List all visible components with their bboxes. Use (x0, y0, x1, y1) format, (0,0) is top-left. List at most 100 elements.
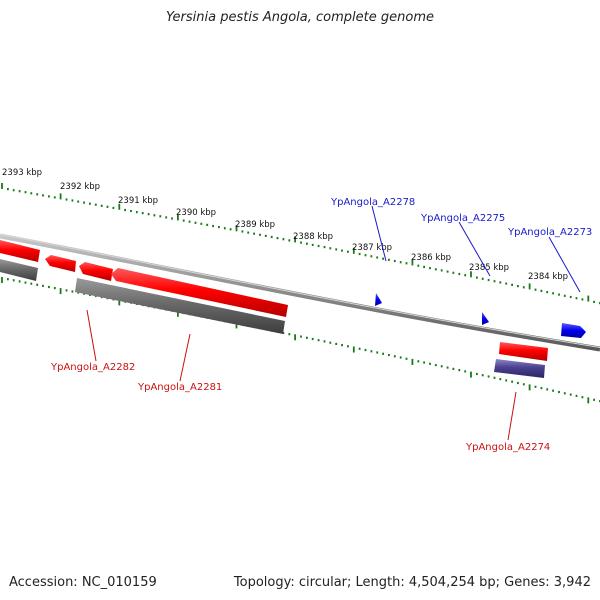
minor-tick (153, 214, 156, 217)
minor-tick (311, 243, 314, 246)
minor-tick (458, 369, 461, 372)
minor-tick (317, 339, 320, 342)
leader-lines (86, 205, 581, 441)
minor-tick (446, 366, 449, 369)
minor-tick (464, 370, 467, 373)
minor-tick (388, 258, 390, 261)
minor-tick (517, 285, 519, 288)
minor-tick (452, 367, 455, 370)
minor-tick (423, 361, 425, 364)
minor-tick (499, 378, 502, 381)
kbp-label: 2389 kbp (235, 220, 275, 230)
minor-tick (558, 390, 560, 394)
kbp-label: 2392 kbp (60, 182, 100, 192)
gene-label[interactable]: YpAngola_A2275 (420, 213, 505, 224)
minor-tick (575, 394, 578, 397)
minor-tick (77, 200, 80, 203)
gene-label[interactable]: YpAngola_A2282 (50, 362, 135, 373)
minor-tick (540, 387, 543, 390)
gene-arrow-special[interactable] (494, 359, 545, 378)
small-features (375, 293, 586, 338)
minor-tick (358, 252, 361, 256)
minor-tick (100, 204, 103, 207)
minor-tick (18, 280, 21, 283)
minor-tick (511, 380, 513, 383)
minor-tick (393, 259, 396, 263)
major-tick (177, 214, 179, 221)
minor-tick (487, 278, 490, 282)
gene-label[interactable]: YpAngola_A2278 (330, 197, 415, 208)
minor-tick (83, 201, 85, 204)
kbp-label: 2384 kbp (528, 272, 568, 282)
minor-tick (552, 292, 554, 295)
gene-arrow-forward[interactable] (111, 268, 288, 317)
gene-label[interactable]: YpAngola_A2274 (465, 442, 550, 453)
minor-tick (135, 211, 138, 214)
minor-tick (458, 272, 461, 276)
minor-tick (382, 257, 384, 260)
minor-tick (329, 341, 332, 344)
gene-label[interactable]: YpAngola_A2273 (507, 227, 592, 238)
minor-tick (522, 383, 525, 386)
minor-tick (429, 267, 431, 270)
gene-arrow-reverse[interactable] (75, 278, 285, 334)
major-tick (587, 397, 590, 404)
major-tick (1, 277, 3, 283)
gene-arrow-forward[interactable] (0, 240, 40, 262)
minor-tick (42, 284, 44, 287)
minor-tick (499, 281, 502, 284)
small-feature-marker[interactable] (375, 293, 382, 306)
minor-tick (546, 388, 549, 391)
minor-tick (393, 355, 396, 358)
kbp-label: 2386 kbp (411, 253, 451, 263)
minor-tick (30, 192, 33, 195)
minor-tick (42, 194, 44, 197)
genome-backbone-highlight (0, 234, 600, 348)
minor-tick (493, 376, 496, 379)
gene-arrow-forward[interactable] (45, 255, 76, 272)
minor-tick (399, 261, 402, 264)
gene-arrow-forward[interactable] (499, 342, 548, 361)
minor-tick (581, 396, 584, 399)
minor-tick (171, 217, 173, 220)
major-tick (59, 193, 62, 200)
gene-arrow-forward[interactable] (79, 262, 113, 281)
minor-tick (481, 277, 484, 280)
minor-tick (417, 264, 420, 267)
minor-tick (276, 237, 279, 240)
kbp-label: 2393 kbp (2, 168, 42, 178)
minor-tick (476, 276, 478, 279)
minor-tick (552, 389, 554, 392)
minor-tick (540, 289, 543, 292)
minor-tick (65, 289, 68, 292)
small-feature-marker[interactable] (482, 312, 489, 325)
minor-tick (48, 285, 50, 289)
major-tick (411, 358, 414, 365)
gene-arrow-reverse[interactable] (0, 259, 38, 281)
major-tick (411, 259, 414, 266)
kbp-label: 2390 kbp (176, 208, 216, 218)
gene-label[interactable]: YpAngola_A2281 (137, 382, 222, 393)
gene-labels: YpAngola_A2278 YpAngola_A2275 YpAngola_A… (50, 197, 592, 453)
minor-tick (376, 351, 379, 354)
minor-tick (434, 364, 437, 367)
small-feature-marker[interactable] (561, 323, 586, 338)
minor-tick (364, 254, 367, 257)
minor-tick (476, 372, 478, 376)
minor-tick (165, 216, 168, 219)
minor-tick (487, 375, 490, 378)
minor-tick (323, 340, 326, 343)
minor-tick (12, 189, 15, 192)
minor-tick (264, 234, 267, 237)
minor-tick (65, 198, 68, 201)
minor-tick (218, 226, 220, 229)
major-tick (59, 288, 62, 295)
major-tick (470, 271, 472, 278)
minor-tick (288, 239, 291, 242)
major-tick (352, 247, 355, 254)
minor-tick (89, 202, 91, 205)
major-tick (587, 295, 590, 302)
minor-tick (311, 337, 314, 341)
minor-tick (593, 300, 595, 303)
minor-tick (347, 345, 349, 348)
